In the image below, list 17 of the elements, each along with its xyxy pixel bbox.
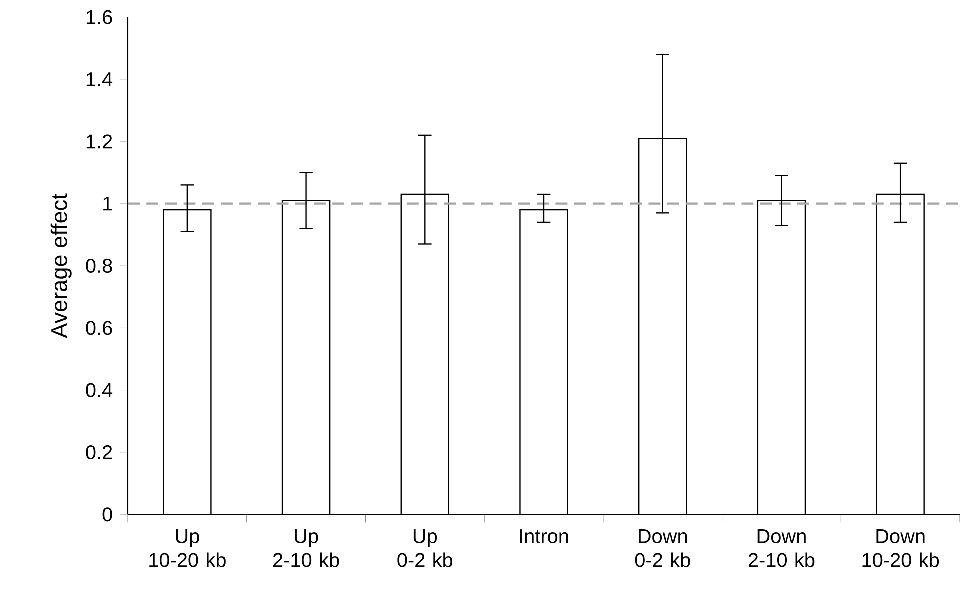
- x-tick-label: Intron: [520, 530, 568, 544]
- y-tick-label: 0.4: [86, 383, 113, 398]
- y-axis-title: Average effect: [50, 194, 72, 338]
- y-tick-label: 0.8: [86, 258, 112, 274]
- y-tick-label: 0.6: [86, 321, 112, 336]
- x-tick-label: Down 2-10 kb: [748, 530, 815, 568]
- y-tick-label: 0.2: [86, 445, 112, 460]
- y-tick-label: 0: [102, 508, 112, 522]
- x-tick-label: Up 2-10 kb: [274, 530, 340, 568]
- x-tick-label: Down 0-2 kb: [635, 530, 690, 568]
- y-tick-label: 1.2: [86, 134, 112, 149]
- x-tick-label: Up 10-20 kb: [150, 530, 226, 568]
- y-tick-label: 1.6: [86, 10, 112, 24]
- x-tick-label: Up 0-2 kb: [398, 530, 453, 568]
- y-tick-label: 1.4: [86, 72, 113, 86]
- y-tick-label: 1: [104, 196, 112, 211]
- x-tick-label: Down 10-20 kb: [862, 530, 940, 568]
